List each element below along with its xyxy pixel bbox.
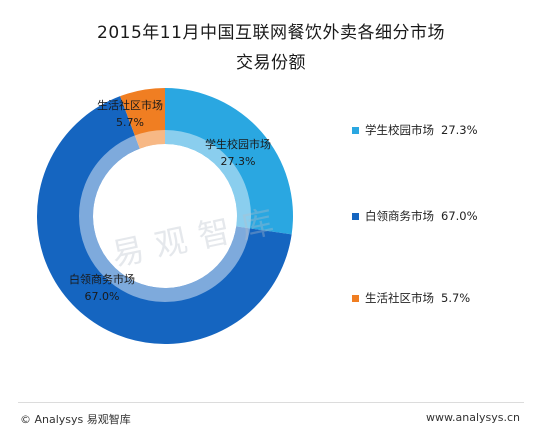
legend-value-community: 5.7% [441, 291, 471, 305]
donut-slice-business [37, 96, 292, 344]
legend-label-campus: 学生校园市场 [365, 123, 434, 137]
legend-swatch-business [352, 212, 359, 220]
slice-label-name-business: 白领商务市场 [69, 272, 135, 286]
legend-item-business: 白领商务市场 67.0% [352, 208, 478, 224]
legend-label-business: 白领商务市场 [365, 209, 434, 223]
slice-label-value-campus: 27.3% [221, 155, 256, 168]
footer-copyright: © Analysys 易观智库 [20, 413, 131, 426]
legend-label-community: 生活社区市场 [365, 291, 434, 305]
footer-website: www.analysys.cn [426, 411, 520, 424]
legend-item-campus: 学生校园市场 27.3% [352, 122, 478, 138]
chart-title-line-2: 交易份额 [236, 53, 306, 73]
donut-slice-community [120, 88, 165, 149]
chart-title-line-1: 2015年11月中国互联网餐饮外卖各细分市场 [97, 23, 445, 43]
donut-inner-ring [79, 130, 251, 302]
slice-label-value-business: 67.0% [85, 290, 120, 303]
donut-slice-campus [165, 88, 293, 235]
legend-value-campus: 27.3% [441, 123, 478, 137]
legend-swatch-campus [352, 126, 359, 134]
slice-label-name-community: 生活社区市场 [97, 98, 163, 112]
footer-divider [18, 402, 524, 403]
slice-label-value-community: 5.7% [116, 116, 144, 129]
legend-swatch-community [352, 294, 359, 302]
legend-item-community: 生活社区市场 5.7% [352, 290, 470, 306]
legend-value-business: 67.0% [441, 209, 478, 223]
slice-label-name-campus: 学生校园市场 [205, 137, 271, 151]
